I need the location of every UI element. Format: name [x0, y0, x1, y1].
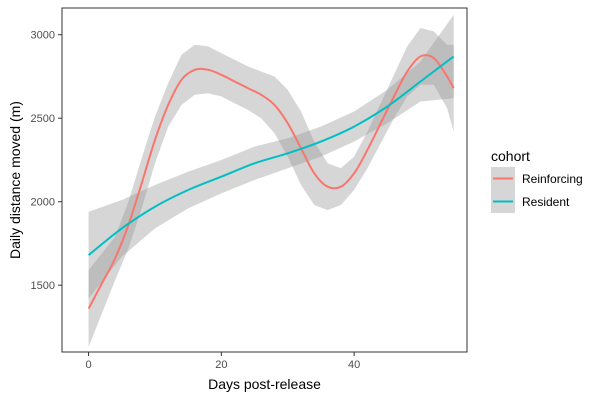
legend: cohort Reinforcing Resident	[491, 148, 583, 213]
y-tick-label: 2000	[31, 197, 55, 209]
y-axis: 1500 2000 2500 3000	[31, 30, 62, 292]
y-tick-label: 2500	[31, 113, 55, 125]
series-line-resident	[87, 55, 455, 256]
x-axis: 0 20 40	[85, 352, 360, 371]
series-lines	[87, 54, 455, 310]
legend-label: Resident	[522, 195, 570, 209]
legend-title: cohort	[491, 148, 530, 164]
y-axis-title: Daily distance moved (m)	[7, 101, 23, 259]
y-tick-label: 1500	[31, 280, 55, 292]
legend-label: Reinforcing	[522, 172, 583, 186]
legend-item-reinforcing: Reinforcing	[491, 167, 583, 190]
x-tick-label: 0	[85, 359, 91, 371]
ci-band-resident	[88, 14, 454, 299]
series-line-reinforcing	[87, 54, 455, 310]
x-tick-label: 40	[348, 359, 360, 371]
x-axis-title: Days post-release	[208, 376, 321, 392]
y-tick-label: 3000	[31, 30, 55, 42]
plot-panel-border	[61, 7, 468, 353]
plot-background	[62, 8, 467, 352]
x-tick-label: 20	[215, 359, 227, 371]
legend-item-resident: Resident	[491, 190, 570, 213]
